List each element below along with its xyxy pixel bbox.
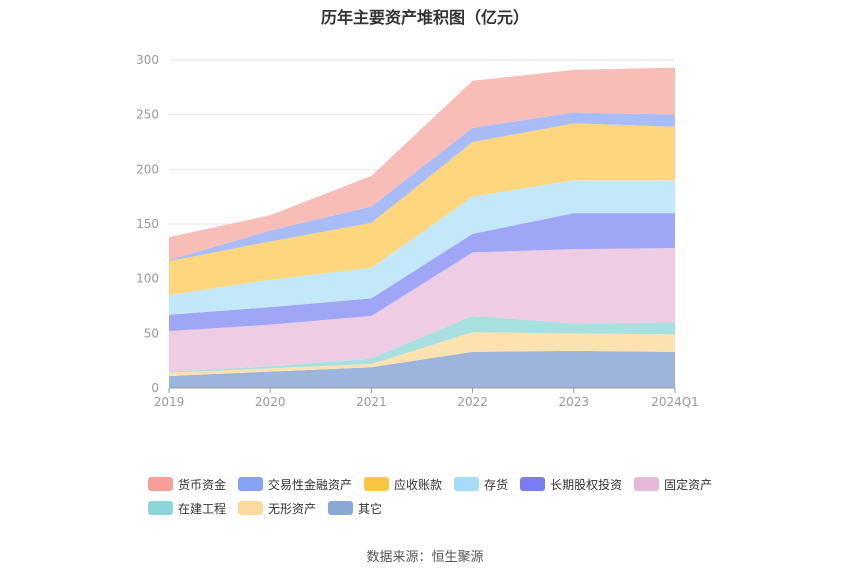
y-tick-label: 150	[136, 217, 159, 231]
legend-swatch	[148, 477, 173, 491]
x-tick-label: 2024Q1	[651, 395, 699, 409]
legend-item[interactable]: 其它	[328, 500, 382, 517]
legend-swatch	[328, 501, 354, 515]
area-series-8	[169, 112, 675, 262]
legend-label: 在建工程	[178, 501, 227, 516]
y-tick-label: 300	[136, 53, 159, 67]
legend-swatch	[634, 477, 660, 491]
legend-label: 无形资产	[268, 501, 317, 516]
area-series-5	[169, 213, 675, 332]
legend-swatch	[238, 477, 264, 491]
legend-swatch	[148, 501, 173, 515]
area-series-3	[169, 315, 675, 373]
legend-label: 其它	[358, 501, 383, 516]
area-series-7	[169, 123, 675, 296]
legend-item[interactable]: 存货	[454, 476, 508, 493]
area-series-2	[169, 332, 675, 376]
legend-label: 应收账款	[394, 477, 443, 492]
x-tick-label: 2021	[356, 395, 387, 409]
area-series-4	[169, 248, 675, 372]
legend-item[interactable]: 固定资产	[634, 476, 712, 493]
legend-swatch	[520, 477, 546, 491]
y-tick-label: 200	[136, 162, 159, 176]
legend-label: 固定资产	[664, 477, 713, 492]
legend-label: 货币资金	[178, 477, 227, 492]
legend-item[interactable]: 应收账款	[364, 476, 442, 493]
y-tick-label: 0	[151, 381, 159, 395]
legend-row: 在建工程 无形资产 其它	[148, 496, 748, 520]
legend-label: 长期股权投资	[550, 477, 623, 492]
legend-item[interactable]: 长期股权投资	[520, 476, 622, 493]
area-series-9	[169, 67, 675, 261]
y-tick-label: 100	[136, 272, 159, 286]
legend-swatch	[454, 477, 480, 491]
legend-item[interactable]: 货币资金	[148, 476, 226, 493]
legend-label: 交易性金融资产	[268, 477, 353, 492]
area-series-group	[169, 67, 675, 388]
legend-swatch	[238, 501, 264, 515]
legend-item[interactable]: 无形资产	[238, 500, 316, 517]
area-series-6	[169, 180, 675, 315]
x-tick-label: 2019	[154, 395, 185, 409]
legend: 货币资金 交易性金融资产 应收账款 存货 长期股权投资 固定资产在建工程 无形资产 其它	[148, 472, 748, 520]
x-tick-label: 2023	[559, 395, 590, 409]
x-tick-label: 2020	[255, 395, 286, 409]
legend-label: 存货	[484, 477, 509, 492]
y-tick-label: 50	[144, 326, 159, 340]
x-tick-label: 2022	[457, 395, 488, 409]
legend-item[interactable]: 在建工程	[148, 500, 226, 517]
legend-item[interactable]: 交易性金融资产	[238, 476, 352, 493]
axes: 0 50 100 150 200 250 300 2019 2020 2021 2022 2023 20…	[136, 53, 699, 409]
legend-row: 货币资金 交易性金融资产 应收账款 存货 长期股权投资 固定资产	[148, 472, 748, 496]
stacked-area-chart: 0 50 100 150 200 250 300 2019 2020 2021 2022 2023 20…	[136, 53, 699, 409]
y-tick-label: 250	[136, 108, 159, 122]
area-series-1	[169, 350, 675, 388]
data-source: 数据来源：恒生聚源	[366, 550, 484, 565]
legend-swatch	[364, 477, 390, 491]
chart-title: 历年主要资产堆积图（亿元）	[320, 8, 529, 27]
